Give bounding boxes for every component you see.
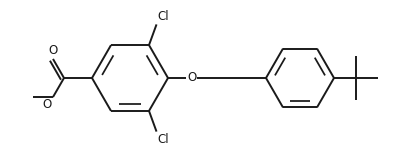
Text: O: O — [187, 71, 196, 84]
Text: Cl: Cl — [157, 133, 169, 146]
Text: O: O — [43, 98, 52, 111]
Text: Cl: Cl — [157, 10, 169, 23]
Text: O: O — [48, 44, 58, 57]
